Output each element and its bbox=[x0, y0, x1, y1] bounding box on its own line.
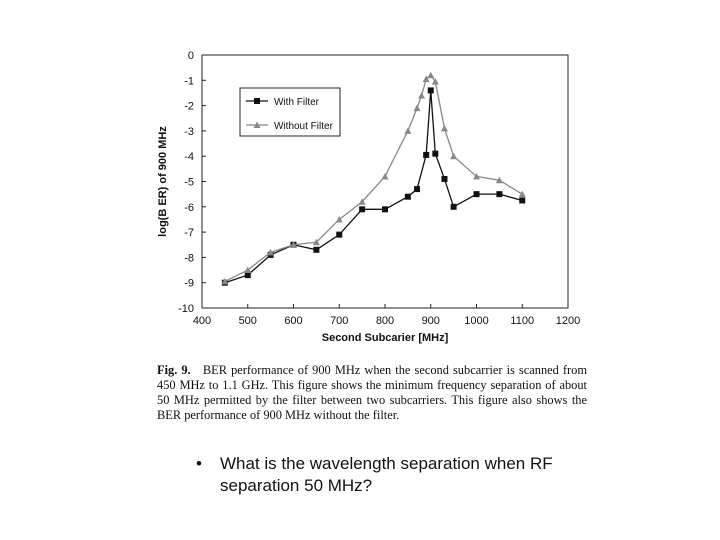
data-point-square bbox=[313, 246, 320, 253]
chart-legend: With Filter Without Filter bbox=[239, 87, 341, 137]
data-point-triangle bbox=[312, 238, 320, 246]
data-point-triangle bbox=[290, 241, 297, 248]
data-point-triangle bbox=[358, 198, 366, 205]
chart-series-layer bbox=[221, 71, 526, 286]
data-point-triangle bbox=[450, 152, 458, 160]
data-point-triangle bbox=[413, 104, 421, 112]
figure-caption-text: BER performance of 900 MHz when the seco… bbox=[157, 363, 587, 422]
data-point-square bbox=[427, 87, 434, 94]
x-tick-label: 1200 bbox=[556, 315, 580, 327]
data-point-triangle bbox=[221, 277, 229, 285]
series-without-filter bbox=[221, 71, 526, 285]
x-axis-label: Second Subcarier [MHz] bbox=[322, 332, 449, 344]
y-tick-label: -2 bbox=[184, 101, 194, 113]
data-point-square bbox=[432, 150, 439, 157]
y-tick-label: -6 bbox=[184, 202, 194, 214]
data-point-triangle bbox=[473, 172, 480, 180]
data-point-triangle bbox=[335, 215, 343, 223]
data-point-square bbox=[244, 272, 251, 279]
legend-marker bbox=[253, 121, 261, 128]
bullet-symbol: • bbox=[196, 454, 202, 473]
y-tick-label: -4 bbox=[184, 151, 194, 163]
chart-axes: 400 500 600 700 800 900 1000 1100 1200 0 -1 -2 -3 -4 -… bbox=[178, 50, 580, 327]
data-point-triangle bbox=[418, 91, 426, 99]
x-tick-label: 1100 bbox=[510, 315, 534, 327]
ber-chart: 400 500 600 700 800 900 1000 1100 1200 0 -1 -2 -3 -4 -… bbox=[157, 50, 580, 344]
data-point-square bbox=[519, 197, 526, 204]
data-point-square bbox=[450, 203, 457, 210]
data-point-triangle bbox=[422, 75, 430, 83]
x-tick-label: 700 bbox=[330, 315, 348, 327]
question-text: What is the wavelength separation when R… bbox=[220, 454, 553, 495]
x-tick-label: 800 bbox=[376, 315, 394, 327]
data-point-triangle bbox=[404, 127, 412, 134]
x-tick-label: 1000 bbox=[464, 315, 488, 327]
data-point-square bbox=[423, 151, 430, 158]
data-point-triangle bbox=[518, 190, 526, 198]
y-axis-label: log(B ER) of 900 MHz bbox=[157, 126, 169, 237]
x-tick-label: 900 bbox=[422, 315, 440, 327]
data-point-square bbox=[382, 206, 388, 213]
y-tick-label: -7 bbox=[184, 227, 194, 239]
data-point-square bbox=[496, 191, 503, 198]
data-point-triangle bbox=[244, 266, 252, 274]
data-point-square bbox=[359, 206, 366, 213]
y-tick-label: -10 bbox=[178, 303, 194, 315]
data-point-square bbox=[404, 193, 411, 200]
figure-caption: Fig. 9. BER performance of 900 MHz when … bbox=[157, 363, 587, 423]
data-point-square bbox=[336, 231, 343, 238]
question-bullet: • What is the wavelength separation when… bbox=[196, 453, 616, 497]
x-tick-label: 600 bbox=[284, 315, 302, 327]
y-tick-label: 0 bbox=[188, 50, 194, 62]
data-point-square bbox=[414, 186, 421, 193]
data-point-triangle bbox=[427, 71, 435, 79]
x-tick-label: 500 bbox=[239, 315, 257, 327]
data-point-triangle bbox=[440, 124, 448, 132]
y-tick-label: -3 bbox=[184, 126, 194, 138]
y-tick-label: -8 bbox=[184, 252, 194, 264]
legend-label: Without Filter bbox=[274, 121, 334, 132]
legend-marker bbox=[254, 98, 260, 104]
y-tick-label: -9 bbox=[184, 278, 194, 290]
y-tick-label: -5 bbox=[184, 177, 194, 189]
data-point-triangle bbox=[495, 176, 503, 184]
data-point-square bbox=[473, 191, 480, 198]
data-point-triangle bbox=[381, 172, 389, 180]
x-tick-label: 400 bbox=[193, 315, 211, 327]
y-tick-label: -1 bbox=[184, 75, 194, 87]
data-point-triangle bbox=[267, 248, 275, 256]
legend-label: With Filter bbox=[274, 97, 320, 108]
data-point-triangle bbox=[431, 78, 439, 85]
figure-label: Fig. 9. bbox=[157, 363, 191, 377]
data-point-square bbox=[441, 175, 448, 182]
